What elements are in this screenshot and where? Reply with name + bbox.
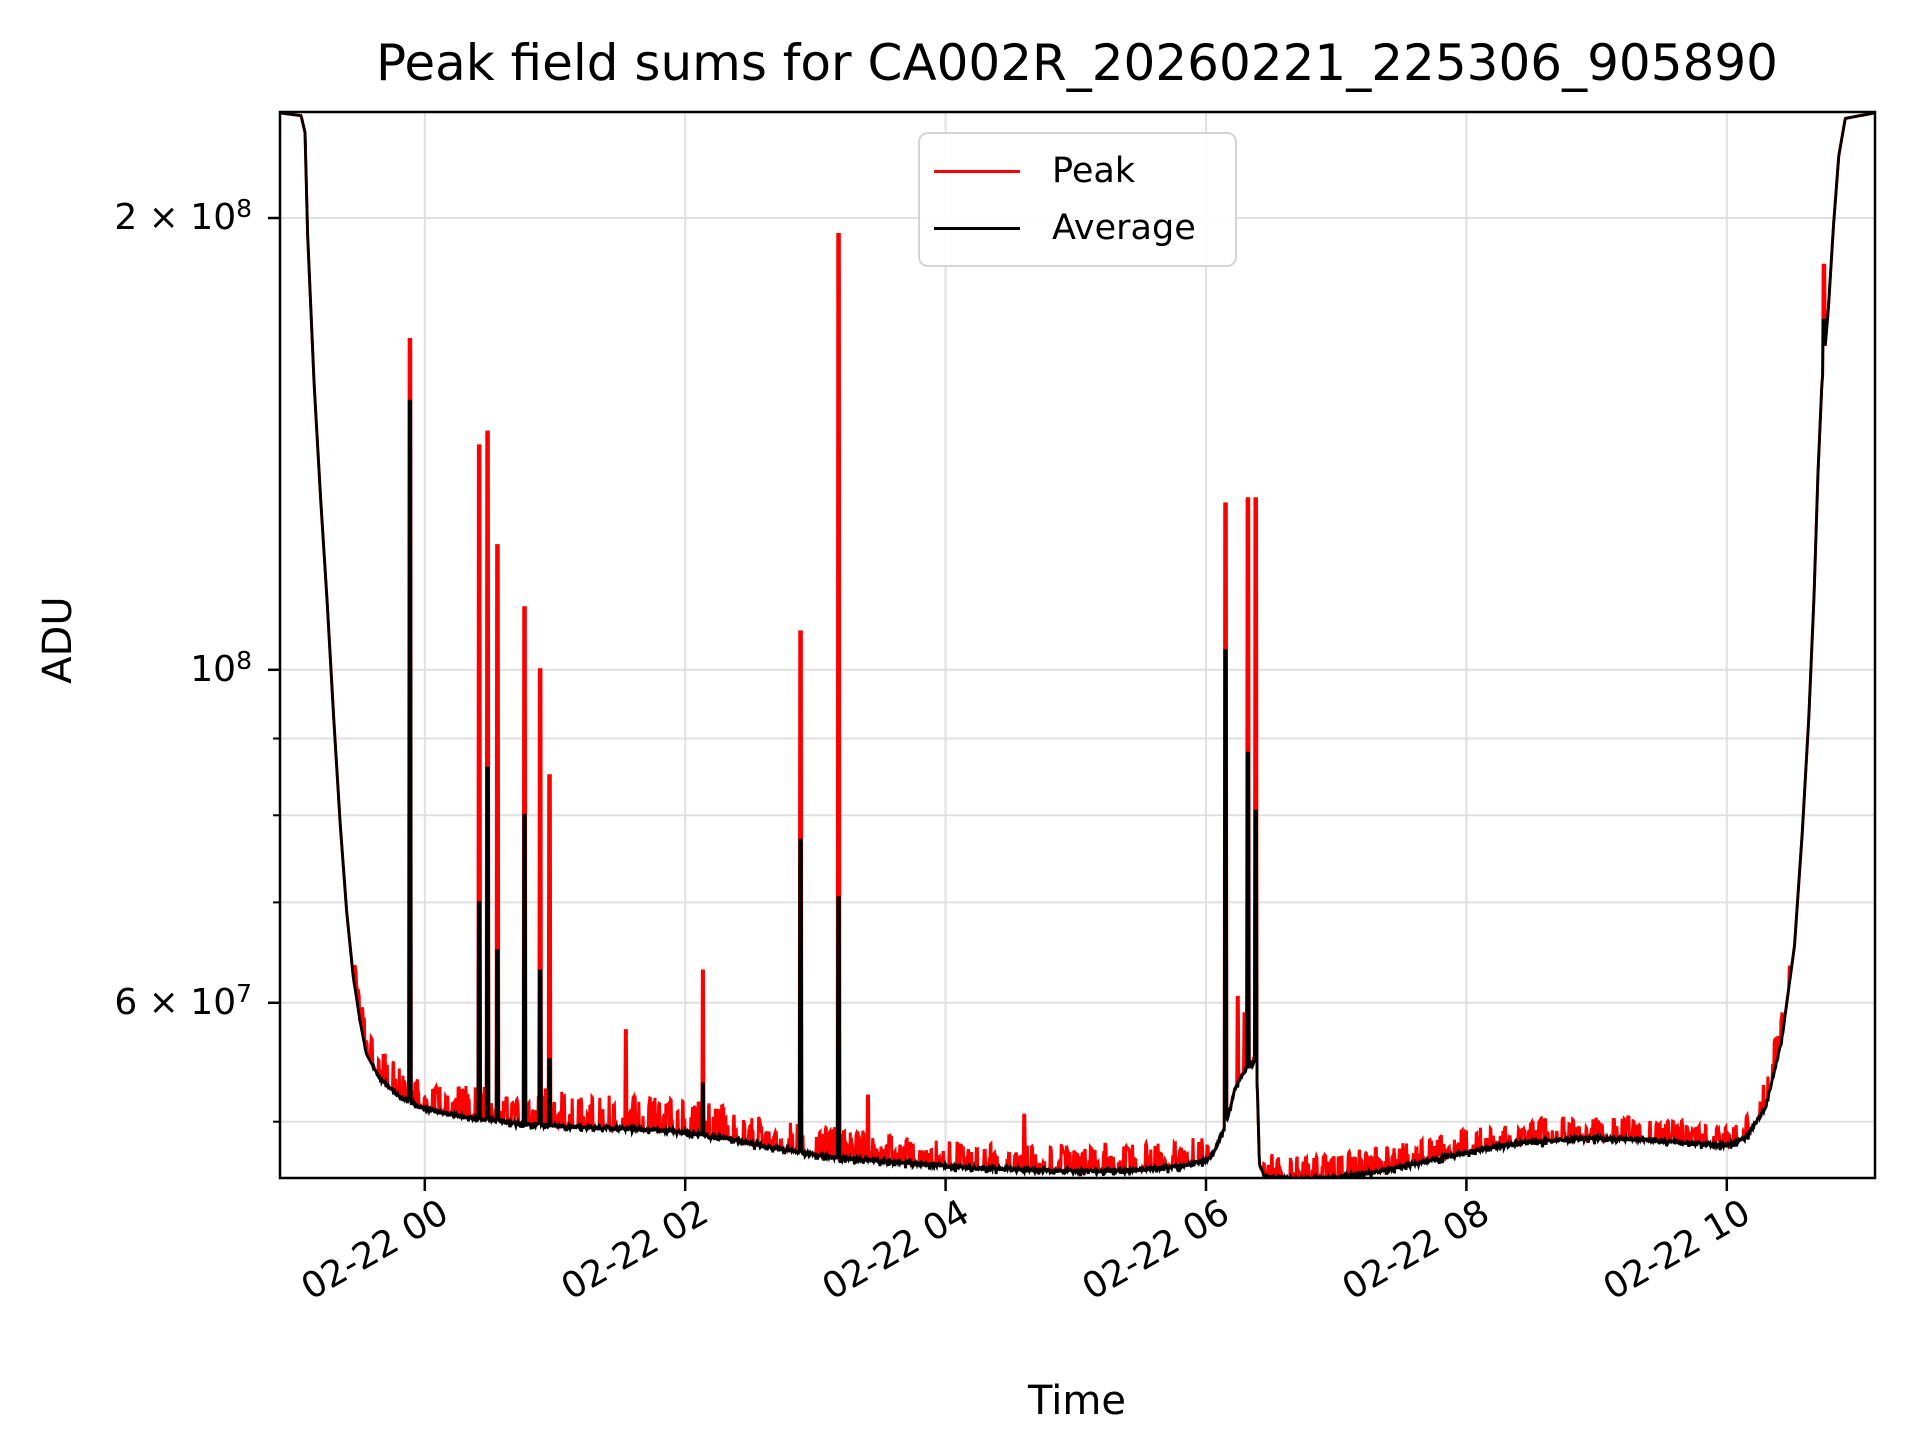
- y-tick-exponent: 7: [236, 979, 252, 1009]
- y-axis-label: ADU: [35, 596, 81, 684]
- y-tick-label-6e7: 6 × 107: [114, 979, 252, 1023]
- x-axis-label: Time: [1028, 1378, 1126, 1424]
- plot-border: [278, 110, 1877, 1180]
- average-series-line: [280, 112, 1875, 1178]
- y-tick-base: 6 × 10: [114, 982, 237, 1024]
- y-tick-exponent: 8: [236, 194, 252, 224]
- legend-entry-average: Average: [934, 208, 1235, 248]
- y-tick-exponent: 8: [236, 646, 252, 676]
- grid: [280, 112, 1875, 1178]
- legend: Peak Average: [918, 132, 1237, 267]
- y-tick-label-2e8: 2 × 108: [114, 194, 252, 238]
- legend-label-peak: Peak: [1052, 151, 1136, 191]
- average-line-sample: [934, 226, 1020, 230]
- peak-line-sample: [934, 169, 1020, 173]
- y-tick-label-1e8: 108: [190, 646, 252, 690]
- series-lines: [280, 112, 1875, 1178]
- legend-label-average: Average: [1052, 208, 1196, 248]
- y-tick-base: 10: [190, 649, 237, 691]
- legend-entry-peak: Peak: [934, 151, 1235, 191]
- peak-series-line: [280, 112, 1875, 1178]
- y-tick-base: 2 × 10: [114, 197, 237, 239]
- tick-marks: [268, 216, 1729, 1191]
- chart-title: Peak field sums for CA002R_20260221_2253…: [376, 34, 1778, 92]
